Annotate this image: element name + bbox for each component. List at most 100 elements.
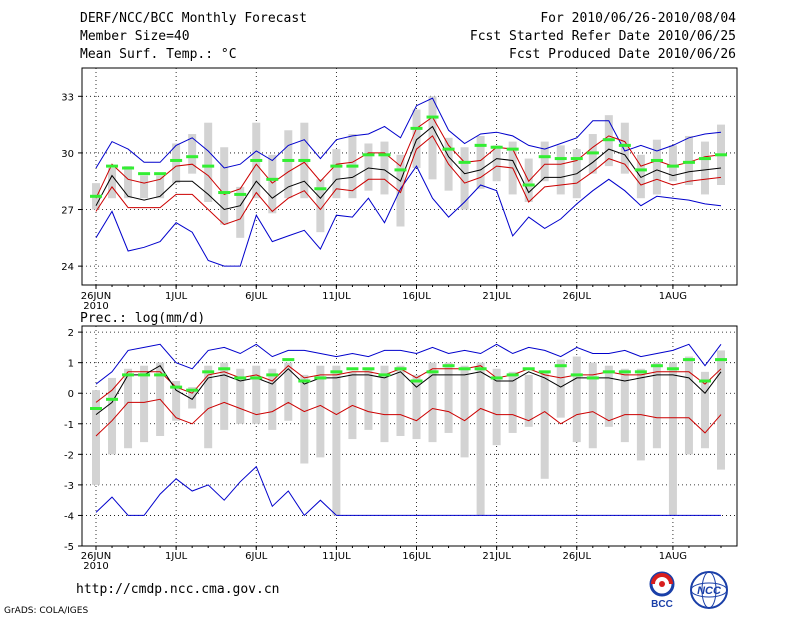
range-bar [572,356,581,443]
climate-mark [186,155,199,159]
range-bar [380,365,389,443]
plot-frame [81,325,738,547]
x-tick-label: 26JUL [562,551,591,562]
climate-mark [506,147,519,151]
range-bar [188,134,197,174]
range-bar [652,139,661,195]
footer-url[interactable]: http://cmdp.ncc.cma.gov.cn [76,582,280,597]
climate-mark [698,379,711,383]
climate-mark [715,153,727,157]
climate-mark [202,164,215,168]
climate-mark [426,370,439,374]
range-bar [684,356,693,455]
range-bar [92,390,100,485]
range-bar [620,368,629,443]
header-start-date: Fcst Started Refer Date 2010/06/25 [469,29,736,44]
y-tick-label: 0 [68,389,74,400]
precip-panel-title: Prec.: log(mm/d) [80,311,205,326]
y-tick-label: -5 [64,542,74,553]
x-tick-label: 16JUL [402,551,431,562]
climate-mark [474,367,487,371]
climate-mark [138,172,151,176]
plot-frame [81,67,738,286]
x-tick-label: 2010 [83,301,108,312]
climate-mark [554,157,567,161]
climate-mark [586,376,599,380]
y-tick-label: 30 [61,149,74,160]
range-bar [396,365,405,436]
x-tick-label: 26JUN [81,551,111,562]
range-bar [556,145,565,195]
climate-mark [458,160,471,164]
range-bar [524,374,533,427]
y-tick-label: 1 [68,359,74,370]
range-bar [268,368,277,430]
climate-mark [586,151,599,155]
climate-mark [346,367,359,371]
climate-mark [506,373,519,377]
series-mean [95,125,722,211]
range-bar [220,362,229,430]
climate-mark [682,160,695,164]
climate-mark [266,373,279,377]
y-tick-label: 2 [68,328,74,339]
climate-mark [410,379,423,383]
bcc-logo-icon: BCC [649,571,675,610]
climate-mark [410,126,423,130]
range-bar [140,365,149,443]
climate-mark [298,158,311,162]
range-bar [364,143,373,191]
x-tick-label: 21JUL [482,551,511,562]
climate-mark [554,364,567,368]
series-max [95,465,721,517]
climate-mark [442,364,455,368]
climate-mark [346,164,359,168]
x-tick-label: 6JUL [245,551,268,562]
climate-mark [202,370,215,374]
range-bar [300,374,309,464]
header-produced-date: Fcst Produced Date 2010/06/26 [509,47,736,62]
range-bar [156,175,165,199]
range-bar [236,186,245,238]
series-upper_spread [95,365,722,403]
ncc-logo-text: NCC [697,585,722,597]
range-bar [492,368,501,446]
range-bar [316,179,325,233]
range-bar [172,143,181,184]
x-tick-label: 1JUL [165,291,188,302]
climate-mark [666,367,679,371]
range-bar [460,147,469,210]
series-lower_spread [95,135,722,226]
range-bar [476,135,485,189]
y-tick-label: -2 [64,450,74,461]
climate-mark [698,157,711,161]
y-tick-label: 33 [61,92,74,103]
climate-mark [234,376,247,380]
climate-mark [650,364,663,368]
climate-mark [106,397,119,401]
climate-mark [378,153,391,157]
climate-mark [394,168,407,172]
x-tick-label: 21JUL [482,291,511,302]
climate-mark [154,172,167,176]
climate-mark [362,367,375,371]
climate-mark [170,158,183,162]
climate-mark [138,373,151,377]
x-tick-label: 11JUL [322,551,351,562]
x-tick-label: 6JUL [245,291,268,302]
climate-mark [602,138,615,142]
climate-mark [570,157,583,161]
climate-mark [314,376,327,380]
y-tick-label: -4 [64,511,74,522]
climate-mark [378,373,391,377]
range-bar [108,168,117,199]
y-tick-label: 24 [61,262,74,273]
range-bar [268,154,277,214]
range-bar [668,145,677,182]
header-member-size: Member Size=40 [80,29,190,44]
footer-credit: GrADS: COLA/IGES [4,606,89,616]
climate-mark [682,358,695,362]
y-tick-label: 27 [61,206,74,217]
x-tick-label: 2010 [83,561,108,572]
